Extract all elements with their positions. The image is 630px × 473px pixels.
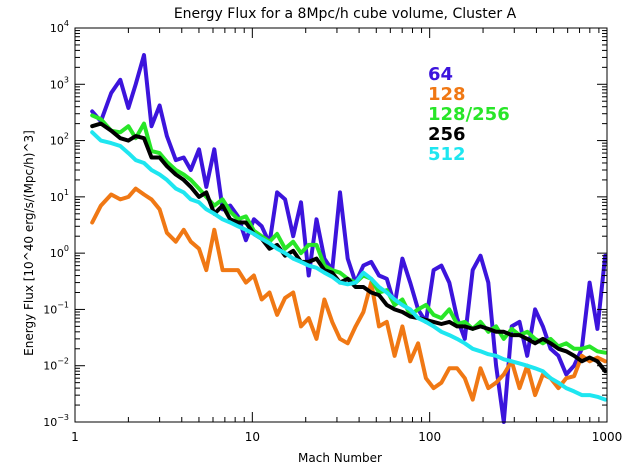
series-line-64 (90, 53, 608, 424)
series-line-512 (90, 130, 608, 402)
x-axis-label: Mach Number (298, 451, 382, 465)
series-layer (90, 53, 608, 424)
axes-layer (74, 27, 608, 423)
y-tick-label: 103 (50, 75, 69, 91)
legend-entry-128-256: 128/256 (428, 104, 510, 125)
y-tick-label: 101 (50, 188, 69, 204)
legend-entry-256: 256 (428, 124, 466, 145)
legend-entry-128: 128 (428, 84, 466, 105)
x-tick-labels: 1 10 100 1000 (71, 430, 622, 444)
y-axis-label: Energy Flux [10^40 erg/s/(Mpc/h)^3] (22, 130, 36, 356)
x-tick-label: 1000 (592, 430, 623, 444)
x-tick-label: 10 (245, 430, 260, 444)
chart-title: Energy Flux for a 8Mpc/h cube volume, Cl… (174, 6, 517, 22)
y-tick-label: 10−3 (43, 413, 69, 429)
y-tick-label: 100 (50, 244, 69, 260)
series-line-128 (90, 186, 608, 402)
legend-entry-512: 512 (428, 144, 466, 165)
plot-frame (74, 27, 608, 423)
y-tick-label: 10−2 (43, 357, 69, 373)
x-tick-label: 100 (418, 430, 441, 444)
y-tick-labels: 10−3 10−2 10−1 100 101 102 103 104 (43, 19, 69, 429)
y-tick-label: 102 (50, 132, 69, 148)
y-tick-label: 104 (50, 19, 69, 35)
x-tick-label: 1 (71, 430, 79, 444)
legend-entry-64: 64 (428, 64, 453, 85)
y-tick-label: 10−1 (43, 300, 69, 316)
